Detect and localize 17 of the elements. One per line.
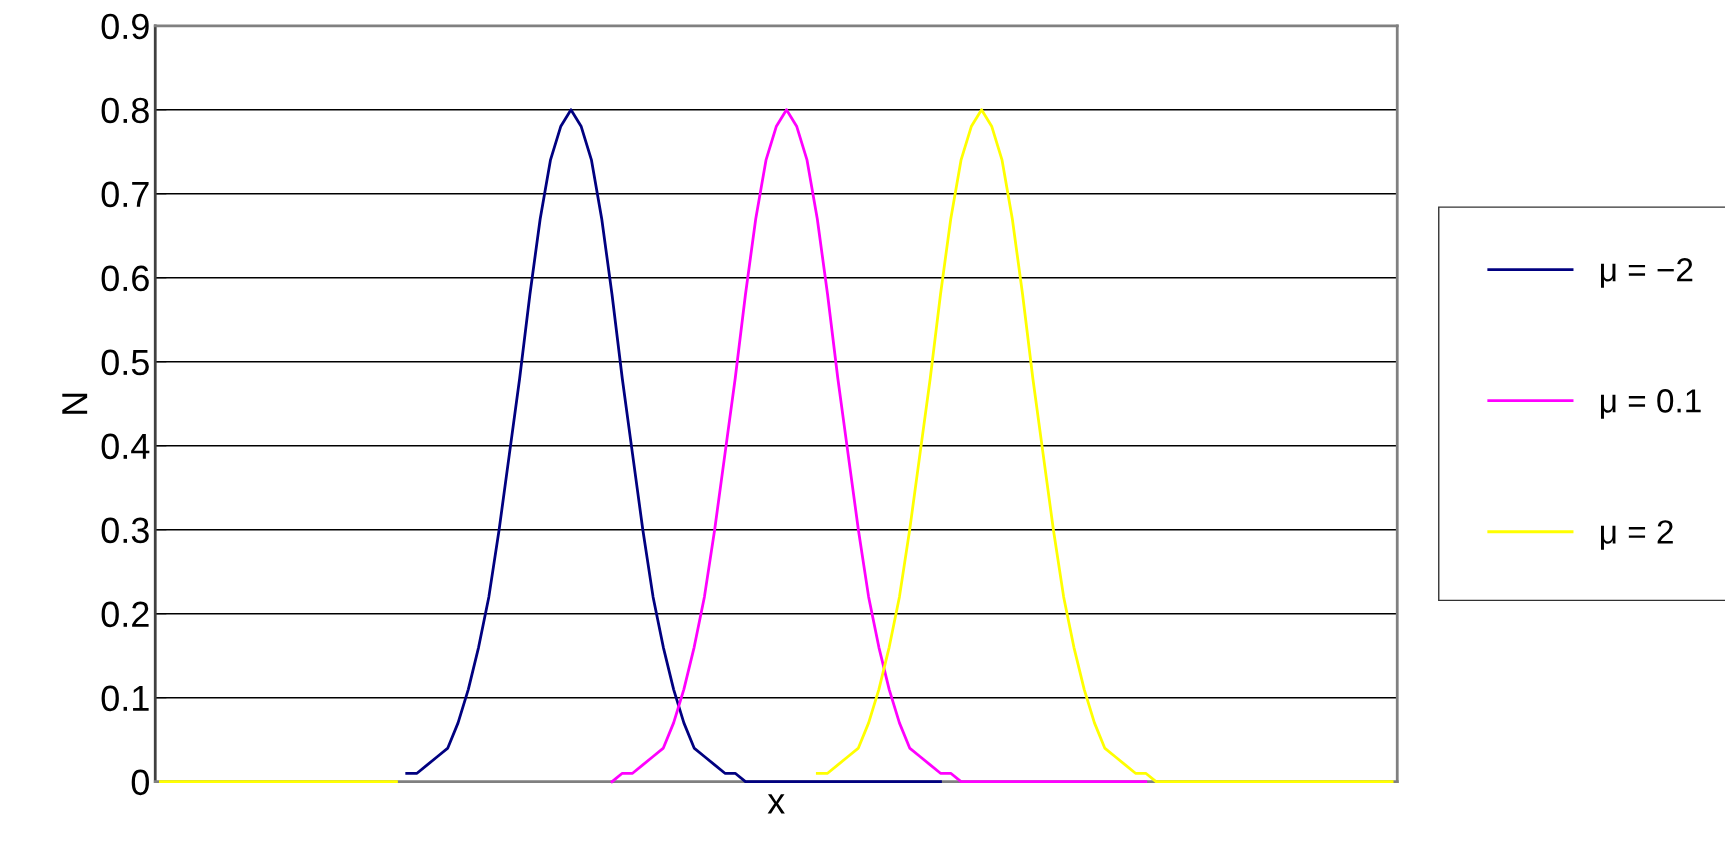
y-tick-label: 0.6 <box>101 265 149 292</box>
y-tick-label: 0.9 <box>101 13 149 40</box>
legend-label: μ = 2 <box>1601 520 1673 550</box>
y-tick-label: 0.2 <box>101 601 149 628</box>
y-tick-label: 0.3 <box>101 517 149 544</box>
y-tick-label: 0.7 <box>101 181 149 208</box>
legend-label: μ = −2 <box>1601 258 1693 288</box>
line-series <box>405 108 942 784</box>
y-axis-title: N <box>62 393 88 414</box>
line-series <box>610 108 1148 784</box>
legend-label: μ = 0.1 <box>1601 389 1701 419</box>
y-tick-label: 0.1 <box>101 685 149 712</box>
y-tick-label: 0 <box>131 769 149 796</box>
y-tick-label: 0.4 <box>101 433 150 460</box>
y-tick-label: 0.8 <box>101 97 149 124</box>
x-axis-title: x <box>767 794 785 814</box>
y-tick-label: 0.5 <box>101 349 149 376</box>
